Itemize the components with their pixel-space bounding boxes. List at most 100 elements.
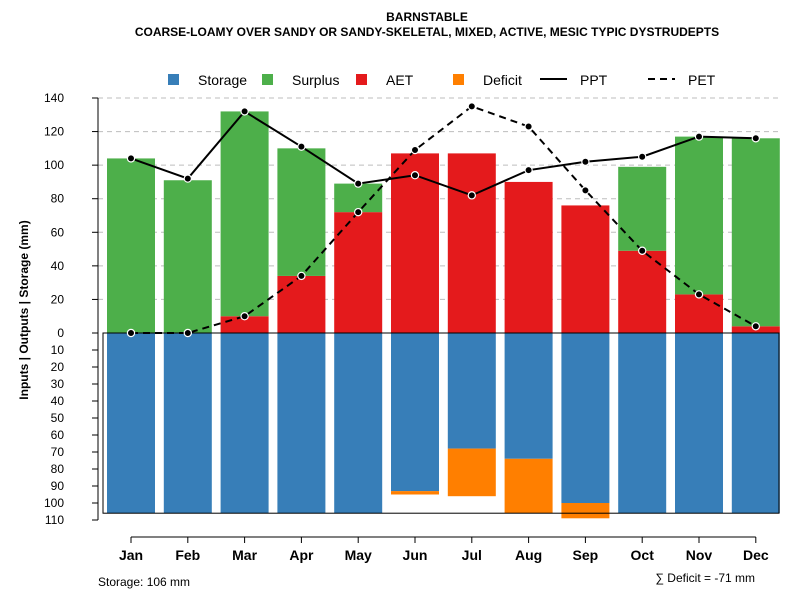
storage-footer: Storage: 106 mm	[98, 575, 190, 589]
deficit-legend-label: Deficit	[483, 72, 522, 88]
ppt-point	[694, 132, 704, 141]
storage-bar	[220, 333, 269, 514]
deficit-footer: ∑ Deficit = -71 mm	[655, 571, 755, 585]
y-tick-label: 120	[44, 125, 64, 139]
storage-legend-swatch	[168, 74, 179, 85]
pet-point	[524, 122, 533, 131]
ppt-point	[183, 174, 192, 183]
aet-bar	[504, 181, 553, 333]
chart-title: BARNSTABLE	[386, 10, 468, 24]
storage-bar	[561, 333, 610, 503]
y-tick-label: 20	[51, 360, 65, 374]
pet-point	[410, 145, 420, 155]
x-tick-label: Oct	[631, 547, 655, 563]
surplus-bar	[731, 138, 780, 327]
deficit-bar	[504, 458, 553, 514]
storage-bar	[731, 333, 780, 514]
ppt-point	[638, 152, 647, 161]
y-tick-label: 140	[44, 91, 64, 105]
surplus-bar	[163, 180, 212, 333]
storage-bar	[277, 333, 326, 514]
axes: 0 20 40 60 80 100 120 140 10 20 30 40 50 60 70 80 90 100 1…	[44, 91, 769, 563]
deficit-bar	[561, 503, 610, 519]
surplus-bar	[334, 183, 383, 213]
deficit-bar	[447, 448, 496, 497]
pet-point	[126, 328, 136, 338]
deficit-legend-swatch	[453, 74, 464, 85]
y-tick-label: 110	[45, 513, 64, 527]
x-tick-label: Aug	[515, 547, 542, 563]
aet-bar	[220, 316, 269, 333]
deficit-bar	[391, 491, 439, 495]
pet-point	[297, 271, 306, 281]
surplus-legend-swatch	[262, 74, 273, 85]
ppt-point	[354, 179, 363, 188]
storage-bar	[504, 333, 553, 459]
surplus-bar	[675, 136, 723, 295]
gridlines	[98, 97, 782, 300]
storage-bar	[447, 333, 496, 449]
storage-bar	[618, 333, 667, 514]
aet-bar	[618, 250, 667, 333]
y-tick-label: 30	[51, 377, 65, 391]
x-tick-label: Apr	[289, 547, 314, 563]
ppt-point	[581, 157, 590, 166]
ppt-point	[126, 154, 136, 163]
ppt-point	[524, 165, 533, 175]
ppt-point	[751, 134, 761, 143]
y-tick-label: 20	[51, 292, 65, 306]
y-tick-label: 80	[51, 192, 65, 206]
series-lines	[126, 102, 761, 338]
aet-bar	[561, 205, 610, 333]
storage-bar	[163, 333, 212, 514]
y-tick-label: 60	[51, 428, 65, 442]
surplus-legend-label: Surplus	[292, 72, 339, 88]
ppt-legend-label: PPT	[580, 72, 608, 88]
aet-legend-label: AET	[386, 72, 414, 88]
x-tick-label: Feb	[175, 547, 200, 563]
ppt-line	[130, 110, 756, 197]
pet-point	[467, 102, 476, 111]
pet-point	[638, 246, 647, 255]
y-tick-label: 40	[51, 259, 65, 273]
aet-bar	[447, 153, 496, 333]
x-tick-label: Jun	[403, 547, 428, 563]
aet-legend-swatch	[356, 74, 367, 85]
surplus-bar	[277, 148, 326, 276]
x-tick-label: Dec	[743, 547, 769, 563]
aet-bar	[391, 153, 439, 333]
storage-bar	[391, 333, 439, 492]
surplus-bar	[107, 158, 155, 333]
y-tick-label: 100	[44, 158, 64, 172]
storage-legend-label: Storage	[198, 72, 247, 88]
y-tick-label: 80	[51, 462, 65, 476]
pet-point	[354, 207, 363, 217]
x-tick-label: Nov	[686, 547, 713, 563]
legend: Storage Surplus AET Deficit PPT PET	[168, 72, 716, 88]
pet-point	[581, 186, 590, 195]
ppt-point	[240, 107, 249, 116]
x-tick-label: Sep	[573, 547, 599, 563]
pet-point	[694, 290, 704, 299]
y-tick-label: 60	[51, 225, 65, 239]
y-tick-label: 10	[51, 343, 65, 357]
storage-bar	[334, 333, 383, 514]
ppt-point	[297, 142, 306, 151]
y-tick-label: 100	[44, 496, 64, 510]
pet-point	[183, 328, 192, 338]
aet-bar	[277, 275, 326, 333]
y-tick-label: 90	[51, 479, 65, 493]
y-tick-label: 40	[51, 394, 65, 408]
storage-bar	[675, 333, 723, 514]
storage-bar	[107, 333, 155, 514]
surplus-bar	[618, 166, 667, 251]
pet-point	[751, 322, 761, 331]
y-tick-label: 50	[51, 411, 65, 425]
y-tick-label: 70	[51, 445, 65, 459]
aet-bar	[675, 294, 723, 333]
pet-point	[240, 312, 249, 321]
bars	[102, 111, 780, 519]
aet-bar	[334, 212, 383, 333]
y-tick-label: 0	[57, 326, 64, 340]
